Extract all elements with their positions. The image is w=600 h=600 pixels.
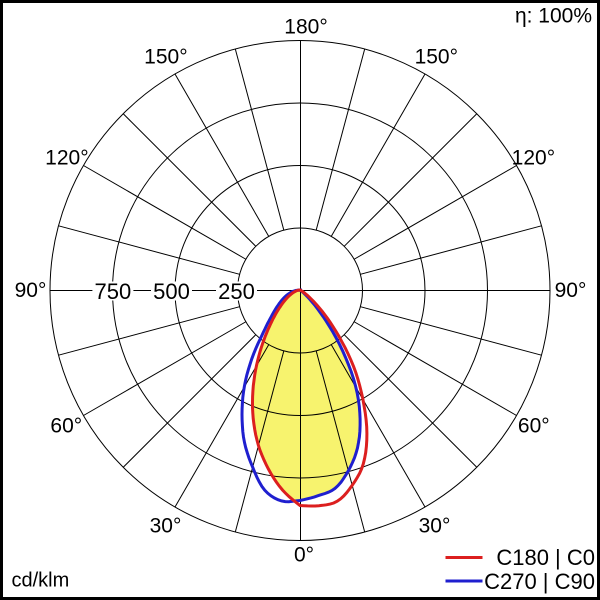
svg-text:C270 | C90: C270 | C90 (484, 569, 595, 594)
svg-text:cd/klm: cd/klm (12, 570, 70, 592)
svg-text:0°: 0° (294, 544, 314, 567)
svg-text:120°: 120° (512, 146, 555, 169)
svg-text:90°: 90° (555, 279, 587, 302)
svg-text:500: 500 (153, 279, 190, 304)
svg-text:η: 100%: η: 100% (515, 5, 592, 28)
svg-text:60°: 60° (518, 415, 550, 438)
svg-text:90°: 90° (15, 279, 47, 302)
svg-text:C180 | C0: C180 | C0 (496, 545, 595, 570)
svg-text:250: 250 (218, 279, 255, 304)
svg-text:30°: 30° (150, 515, 182, 538)
svg-text:180°: 180° (284, 15, 327, 38)
svg-text:120°: 120° (45, 146, 88, 169)
svg-text:60°: 60° (50, 415, 82, 438)
svg-text:750: 750 (95, 279, 132, 304)
svg-text:30°: 30° (419, 515, 451, 538)
svg-text:150°: 150° (144, 46, 187, 69)
svg-text:150°: 150° (415, 46, 458, 69)
